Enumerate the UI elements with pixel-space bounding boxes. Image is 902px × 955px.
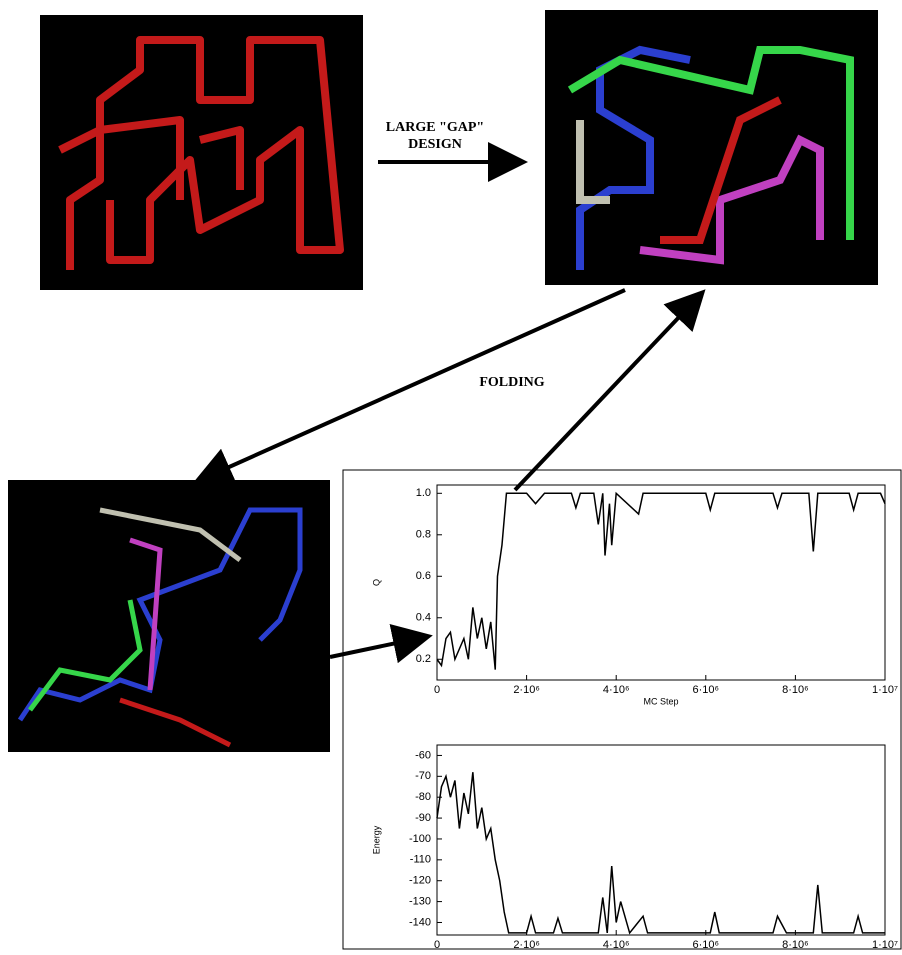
design-label: LARGE "GAP" — [386, 120, 484, 135]
x-tick-label: 4·10⁶ — [603, 684, 630, 696]
y-tick-label: -70 — [415, 770, 431, 782]
y-tick-label: 0.2 — [416, 653, 431, 665]
y-tick-label: 1.0 — [416, 487, 431, 499]
x-tick-label: 0 — [434, 939, 440, 950]
y-tick-label: -130 — [409, 895, 431, 907]
y-tick-label: -140 — [409, 916, 431, 928]
x-tick-label: 8·10⁶ — [782, 939, 809, 950]
folding-trajectory-image — [8, 480, 330, 752]
y-tick-label: -80 — [415, 791, 431, 803]
y-tick-label: 0.6 — [416, 570, 431, 582]
y-tick-label: 0.4 — [416, 612, 431, 624]
x-tick-label: 6·10⁶ — [693, 684, 720, 696]
y-axis-title: Energy — [371, 825, 381, 854]
x-tick-label: 0 — [434, 684, 440, 696]
y-tick-label: 0.8 — [416, 529, 431, 541]
x-tick-label: 6·10⁶ — [693, 939, 720, 950]
y-tick-label: -60 — [415, 749, 431, 761]
y-tick-label: -90 — [415, 812, 431, 824]
design-label: DESIGN — [408, 137, 462, 152]
figure: LARGE "GAP" DESIGN FOLDING 0.2 0.4 0.6 0.8 1… — [0, 0, 902, 950]
designed-sequence-image — [545, 10, 878, 285]
y-tick-label: -120 — [409, 875, 431, 887]
folding-label: FOLDING — [479, 375, 544, 390]
x-tick-label: 2·10⁶ — [513, 939, 540, 950]
y-tick-label: -110 — [410, 854, 431, 866]
y-axis-title: Q — [371, 579, 381, 586]
unfolded-design-image — [40, 15, 363, 290]
x-tick-label: 1·10⁷ — [872, 684, 898, 696]
x-tick-label: 1·10⁷ — [872, 939, 898, 950]
x-axis-title: MC Step — [643, 696, 678, 706]
y-tick-label: -100 — [409, 833, 431, 845]
x-tick-label: 8·10⁶ — [782, 684, 809, 696]
x-tick-label: 2·10⁶ — [513, 684, 540, 696]
x-tick-label: 4·10⁶ — [603, 939, 630, 950]
